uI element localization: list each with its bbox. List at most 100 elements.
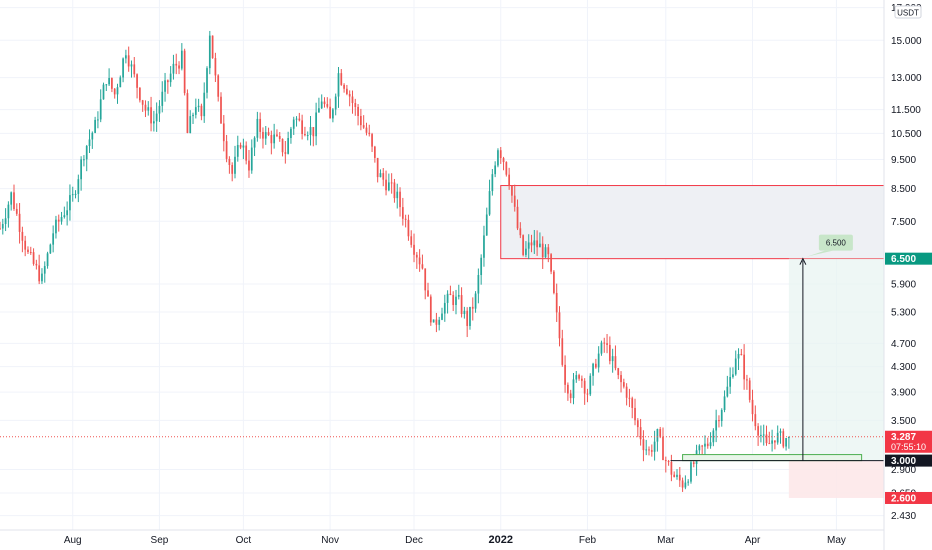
candle-up [438, 319, 441, 325]
candle-down [214, 58, 217, 76]
price-tick-label: 3.900 [891, 388, 916, 399]
candle-up [256, 118, 259, 138]
candle-up [320, 101, 323, 109]
candle-down [32, 252, 35, 264]
candle-down [351, 96, 354, 104]
candle-down [404, 218, 407, 220]
time-axis[interactable] [0, 530, 884, 550]
candle-up [474, 293, 477, 309]
candle-up [332, 109, 334, 119]
time-tick-label: May [827, 535, 846, 546]
candle-down [631, 398, 634, 408]
candle-up [273, 134, 276, 144]
candle-up [720, 409, 723, 422]
candle-down [578, 375, 580, 379]
candle-down [248, 160, 250, 171]
candle-down [399, 191, 401, 208]
candle-up [80, 159, 82, 180]
candle-down [718, 420, 720, 422]
candle-up [432, 319, 435, 323]
candle-up [600, 342, 603, 354]
candle-up [337, 73, 340, 97]
drawing-overlay: 6.500 [0, 234, 884, 462]
candle-down [222, 123, 225, 142]
candle-down [186, 93, 189, 133]
candle-up [164, 80, 166, 92]
candle-up [189, 116, 192, 133]
candle-up [52, 233, 55, 245]
candle-up [760, 434, 762, 436]
candle-down [127, 55, 130, 67]
candle-down [35, 263, 38, 266]
candle-down [382, 173, 385, 180]
candle-down [111, 78, 113, 89]
candle-down [245, 145, 248, 161]
candle-down [175, 63, 178, 66]
candle-down [385, 179, 387, 191]
candle-down [681, 480, 684, 488]
target-callout-label: 6.500 [826, 239, 847, 248]
candle-down [144, 104, 147, 111]
candle-up [292, 119, 295, 129]
candle-down [136, 74, 138, 88]
candle-up [723, 396, 726, 410]
last-price-badge-countdown: 07:55:10 [891, 442, 926, 452]
candle-down [701, 445, 704, 447]
entry-price-badge-bg [885, 454, 932, 467]
candle-down [561, 338, 564, 365]
last-price-badge-bg [885, 430, 932, 453]
candle-down [407, 219, 410, 237]
candle-up [762, 434, 765, 436]
candle-down [622, 382, 625, 387]
candle-down [628, 397, 631, 399]
candle-up [264, 132, 267, 139]
price-tick-label: 11.500 [891, 105, 921, 116]
projection-stop-area [788, 460, 884, 498]
candle-down [541, 243, 544, 258]
candle-down [178, 65, 180, 69]
candle-down [18, 213, 21, 232]
price-tick-label: 7.500 [891, 217, 916, 228]
candle-up [457, 295, 460, 297]
candle-down [754, 414, 757, 427]
candle-down [648, 449, 650, 451]
target-callout-pointer [806, 250, 833, 257]
time-tick-label: Nov [321, 535, 339, 546]
candle-up [43, 266, 46, 274]
candle-down [706, 443, 709, 447]
candle-up [396, 191, 399, 199]
candle-down [362, 125, 365, 128]
target-callout [818, 234, 853, 251]
candle-up [85, 146, 88, 160]
candle-down [746, 379, 748, 381]
candle-up [287, 138, 290, 154]
candle-down [620, 375, 622, 383]
candle-up [690, 462, 692, 482]
candle-up [94, 119, 96, 133]
time-tick-label: 2022 [489, 534, 513, 546]
candle-down [373, 146, 376, 158]
candle-up [676, 474, 678, 477]
candle-up [732, 374, 734, 378]
price-tick-label: 10.500 [891, 129, 922, 140]
candle-up [785, 438, 787, 447]
candle-up [715, 420, 718, 431]
candle-down [113, 88, 116, 95]
candle-up [155, 113, 158, 122]
time-tick-label: Apr [745, 535, 761, 546]
candle-down [368, 132, 371, 135]
candle-down [267, 132, 270, 136]
price-tick-label: 5.900 [891, 279, 916, 290]
candle-down [569, 393, 572, 399]
candle-up [74, 193, 77, 195]
currency-badge[interactable] [894, 5, 922, 19]
candle-up [290, 128, 292, 139]
currency-label: USDT [897, 9, 919, 18]
candle-up [242, 145, 245, 148]
candle-up [197, 105, 200, 108]
candle-down [670, 462, 673, 475]
candle-up [315, 112, 317, 137]
candle-down [225, 141, 228, 159]
